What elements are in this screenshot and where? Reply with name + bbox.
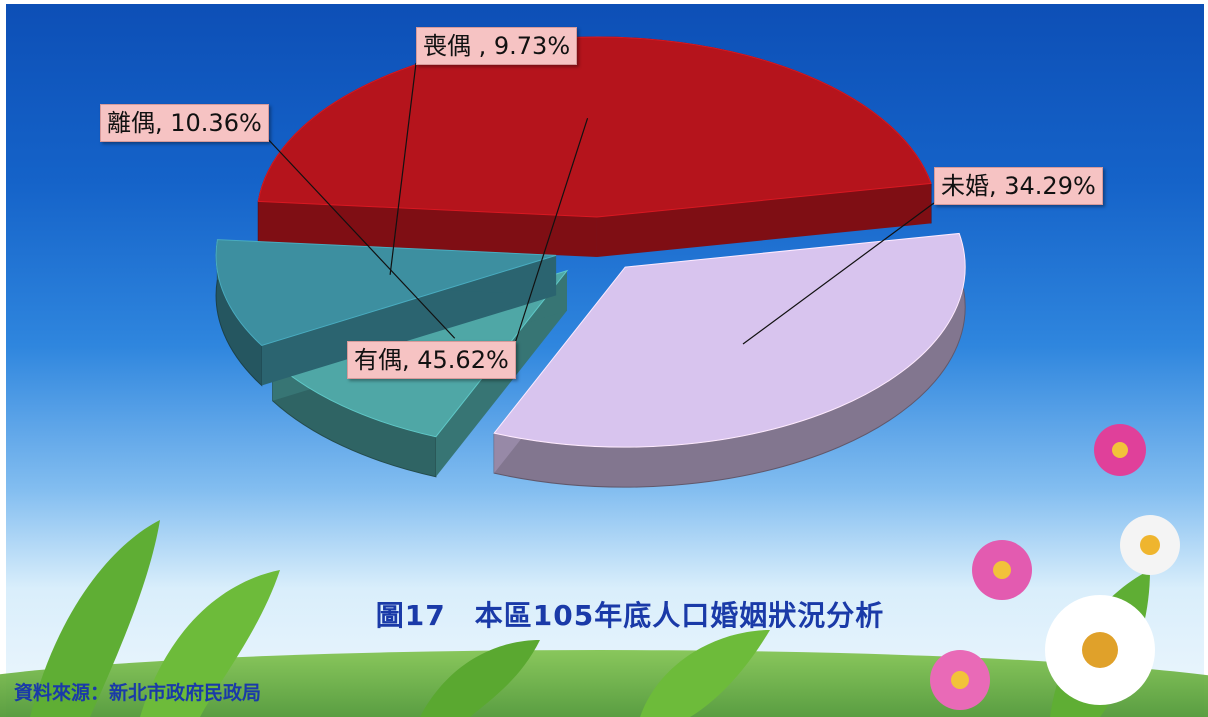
meadow-decoration (0, 424, 1208, 717)
pie-slice-2 (493, 232, 966, 488)
chart-title: 圖17 本區105年底人口婚姻狀況分析 (375, 599, 885, 632)
source-note: 資料來源：新北市政府民政局 (14, 682, 262, 704)
data-label-2: 未婚, 34.29% (934, 167, 1103, 205)
pie-slice-top-4 (215, 239, 557, 347)
pie-slice-4 (215, 239, 557, 387)
data-label-4: 喪偶 , 9.73% (416, 27, 578, 65)
leader-line-3 (268, 139, 456, 339)
data-label-1: 有偶, 45.62% (347, 341, 516, 379)
pie-slice-wall-1-1 (258, 201, 597, 258)
leader-line-4 (389, 62, 417, 275)
leader-line-2 (742, 202, 935, 345)
pie-slice-1 (257, 36, 932, 258)
pie-slice-top-2 (493, 232, 966, 448)
pie-slice-wall-1-2 (596, 183, 931, 258)
pie-slice-top-1 (257, 36, 932, 218)
data-label-3: 離偶, 10.36% (100, 104, 269, 142)
leader-line-1 (515, 117, 589, 342)
